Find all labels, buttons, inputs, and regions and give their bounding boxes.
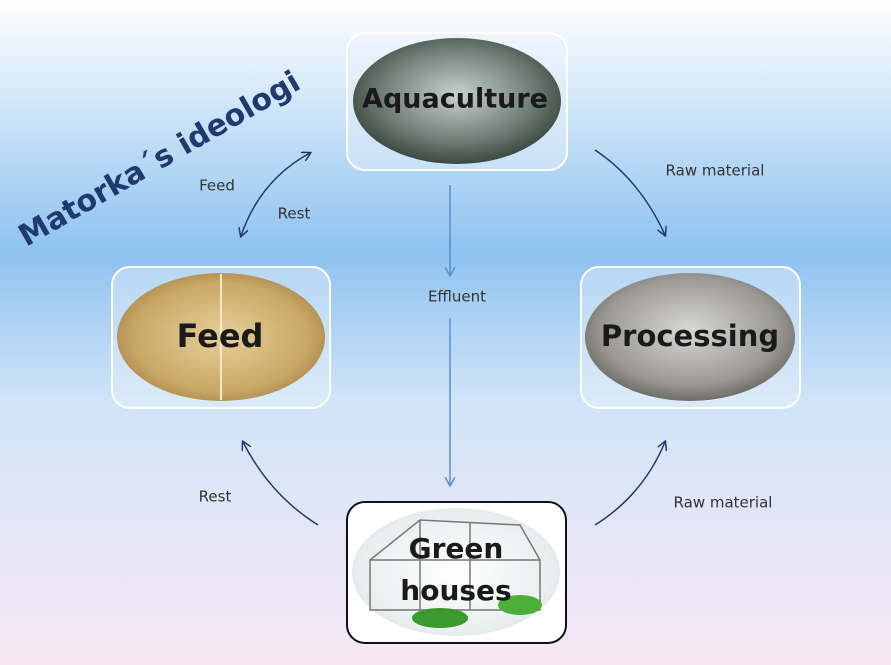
- edge-label: Rest: [199, 488, 232, 506]
- node-processing: Processing: [580, 266, 801, 409]
- arrow: [240, 153, 310, 237]
- arrow: [243, 442, 319, 526]
- node-label: Aquaculture: [362, 84, 548, 115]
- node-image: [585, 273, 795, 401]
- node-label: Processing: [601, 319, 779, 353]
- node-greenhouses: Green houses: [346, 501, 567, 644]
- edge-label: Feed: [199, 177, 235, 195]
- node-label: Feed: [177, 317, 264, 355]
- node-label: Green: [409, 532, 504, 565]
- node-feed: Feed: [111, 266, 331, 409]
- arrow: [594, 149, 665, 235]
- plants: [412, 608, 468, 628]
- node-aquaculture: Aquaculture: [346, 32, 568, 171]
- greenhouse-drawing: [369, 519, 541, 611]
- node-label: houses: [400, 574, 511, 607]
- node-image: [353, 38, 561, 164]
- edge-label: Raw material: [666, 162, 765, 180]
- edge-label: Raw material: [674, 494, 773, 512]
- arrow: [594, 442, 665, 526]
- edge-label: Effluent: [428, 288, 486, 306]
- edge-label: Rest: [278, 205, 311, 223]
- plants: [498, 595, 542, 615]
